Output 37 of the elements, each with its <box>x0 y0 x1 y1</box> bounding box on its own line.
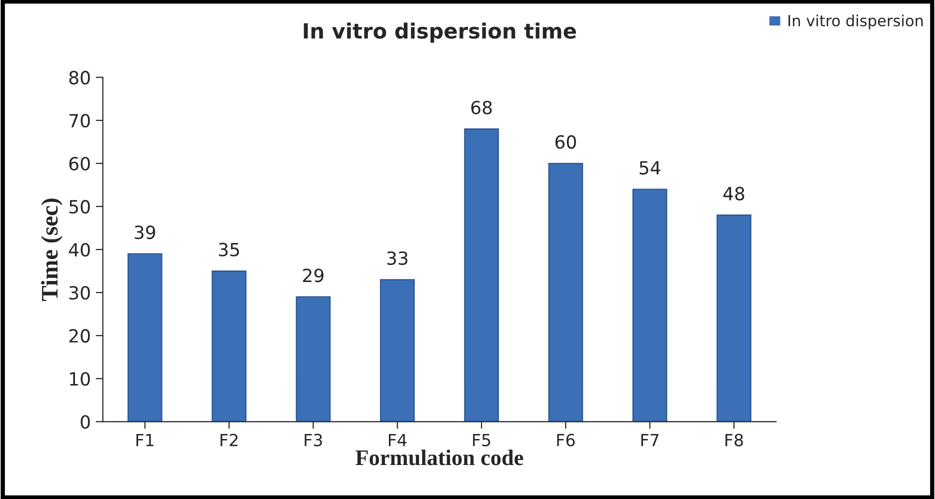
data-label: 33 <box>387 251 408 266</box>
x-tick-label: F2 <box>220 434 238 446</box>
x-tick-label: F5 <box>473 434 490 446</box>
y-tick-label: 50 <box>69 200 90 214</box>
y-tick-label: 30 <box>69 286 90 300</box>
bar <box>716 214 752 422</box>
bar <box>212 270 246 422</box>
data-label: 29 <box>303 268 324 282</box>
y-tick-label: 80 <box>69 70 90 84</box>
x-tick-label: F8 <box>726 434 743 446</box>
bar <box>380 279 415 422</box>
y-tick-label: 20 <box>69 329 90 343</box>
data-label: 35 <box>218 242 239 256</box>
x-tick-label: F4 <box>388 434 407 446</box>
x-axis-title: Formulation code <box>356 450 524 466</box>
data-label: 60 <box>555 135 576 149</box>
y-tick-label: 0 <box>80 415 90 429</box>
x-tick-label: F7 <box>641 434 658 446</box>
bar <box>464 128 499 422</box>
x-tick-label: F3 <box>304 434 322 446</box>
chart-title: In vitro dispersion time <box>304 22 576 43</box>
bar <box>296 296 331 422</box>
x-tick-label: F6 <box>557 434 575 446</box>
data-label: 48 <box>723 186 744 200</box>
data-label: 68 <box>471 100 492 114</box>
y-tick-label: 60 <box>69 156 90 171</box>
bar <box>548 162 584 422</box>
legend-label: In vitro dispersion <box>788 14 923 30</box>
y-axis-title: Time (sec) <box>41 198 63 302</box>
data-label: 39 <box>134 226 156 240</box>
y-tick-label: 10 <box>70 372 90 386</box>
y-tick-label: 40 <box>68 242 90 257</box>
data-label: 54 <box>640 161 660 175</box>
bar <box>128 253 162 422</box>
y-tick-label: 70 <box>70 114 90 128</box>
x-tick-label: F1 <box>136 434 154 446</box>
bar <box>632 188 668 422</box>
